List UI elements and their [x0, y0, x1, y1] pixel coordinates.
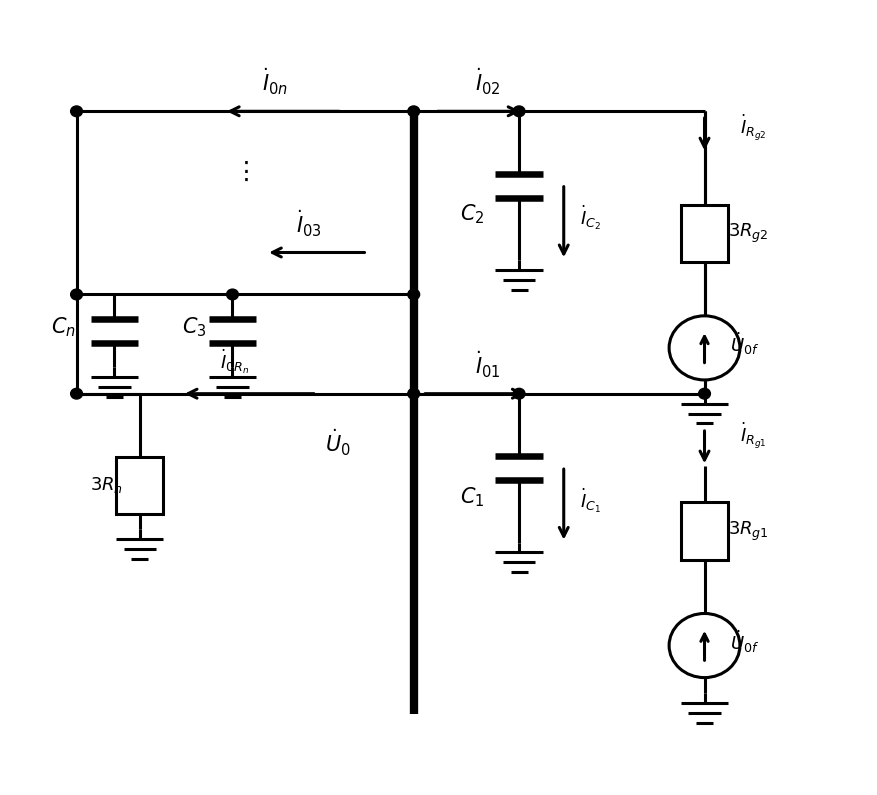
- Circle shape: [407, 106, 419, 117]
- Text: $3R_{g1}$: $3R_{g1}$: [727, 519, 768, 543]
- Circle shape: [698, 388, 709, 399]
- Bar: [116, 456, 163, 514]
- Text: $C_n$: $C_n$: [52, 315, 76, 339]
- Text: $3R_n$: $3R_n$: [89, 475, 123, 495]
- Text: $\dot{I}_{0R_n}$: $\dot{I}_{0R_n}$: [220, 347, 249, 376]
- Text: $\dot{U}_{0f}$: $\dot{U}_{0f}$: [729, 331, 759, 357]
- Text: $\dot{I}_{C_2}$: $\dot{I}_{C_2}$: [580, 204, 601, 232]
- Text: $C_1$: $C_1$: [460, 485, 484, 509]
- Circle shape: [407, 289, 419, 300]
- Circle shape: [512, 106, 524, 117]
- Text: $\dot{I}_{03}$: $\dot{I}_{03}$: [296, 208, 321, 238]
- Text: $\dot{I}_{02}$: $\dot{I}_{02}$: [474, 67, 500, 98]
- Text: $\vdots$: $\vdots$: [232, 161, 248, 184]
- Circle shape: [70, 289, 82, 300]
- Circle shape: [70, 106, 82, 117]
- Circle shape: [70, 388, 82, 399]
- Text: $3R_{g2}$: $3R_{g2}$: [727, 222, 768, 245]
- Text: $\dot{I}_{R_{g1}}$: $\dot{I}_{R_{g1}}$: [739, 421, 766, 451]
- Circle shape: [668, 316, 739, 380]
- Text: $\dot{U}_{0}$: $\dot{U}_{0}$: [324, 429, 351, 459]
- Circle shape: [668, 614, 739, 677]
- Text: $\dot{I}_{R_{g2}}$: $\dot{I}_{R_{g2}}$: [739, 113, 766, 143]
- Text: $\dot{U}_{0f}$: $\dot{U}_{0f}$: [729, 629, 759, 655]
- Text: $\dot{I}_{C_1}$: $\dot{I}_{C_1}$: [580, 487, 601, 514]
- Circle shape: [407, 388, 419, 399]
- Text: $C_2$: $C_2$: [460, 203, 484, 226]
- Bar: [681, 205, 727, 262]
- Circle shape: [512, 388, 524, 399]
- Text: $\dot{I}_{01}$: $\dot{I}_{01}$: [474, 350, 500, 380]
- Bar: [681, 502, 727, 560]
- Circle shape: [226, 289, 239, 300]
- Text: $C_3$: $C_3$: [182, 315, 207, 339]
- Text: $\dot{I}_{0n}$: $\dot{I}_{0n}$: [261, 67, 288, 98]
